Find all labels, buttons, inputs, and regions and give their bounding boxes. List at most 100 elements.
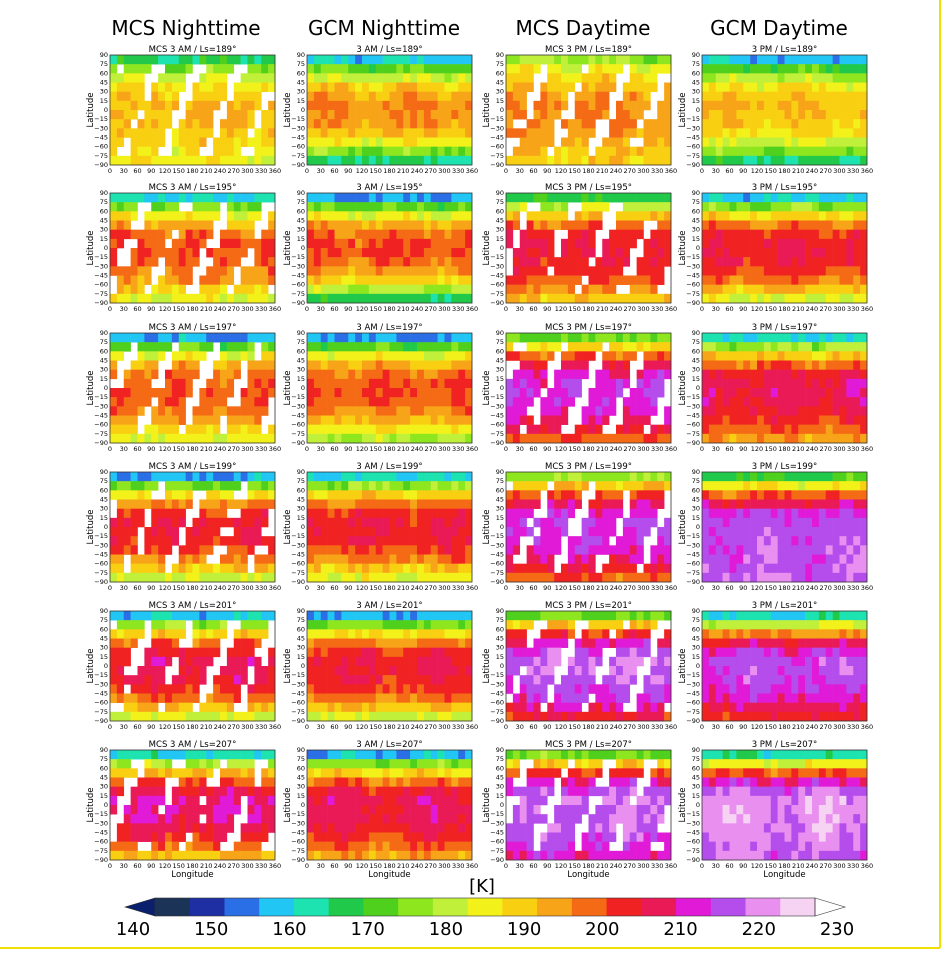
heatmap-cell <box>722 536 730 546</box>
heatmap-cell <box>750 275 758 285</box>
heatmap-cell <box>757 554 765 564</box>
heatmap-cell <box>622 342 631 352</box>
heatmap-cell <box>151 193 159 203</box>
x-tick-label: 330 <box>255 167 267 175</box>
heatmap-cell <box>130 554 138 564</box>
heatmap-cell <box>533 155 541 166</box>
panel-title: MCS 3 AM / Ls=195° <box>149 183 237 193</box>
heatmap-cell <box>192 202 200 212</box>
heatmap-cell <box>519 128 527 138</box>
heatmap-cell <box>643 293 651 304</box>
heatmap-cell <box>417 415 425 425</box>
heatmap-cell <box>708 146 717 157</box>
heatmap-cell <box>519 248 527 258</box>
heatmap-cell <box>588 517 596 528</box>
heatmap-cell <box>643 481 651 491</box>
heatmap-cell <box>327 293 335 304</box>
heatmap-cell <box>375 499 383 509</box>
heatmap-cell <box>171 684 180 694</box>
heatmap-cell <box>825 128 833 138</box>
heatmap-cell <box>137 257 145 267</box>
heatmap-cell <box>722 388 730 398</box>
heatmap-cell <box>206 202 214 212</box>
heatmap-cell <box>763 248 772 258</box>
heatmap-cell <box>629 554 637 564</box>
y-tick-label: 30 <box>692 366 700 374</box>
heatmap-cell <box>192 629 200 639</box>
heatmap-cell <box>458 284 466 295</box>
heatmap-cell <box>616 100 624 111</box>
x-tick-label: 330 <box>651 305 663 313</box>
heatmap-cell <box>763 536 772 546</box>
heatmap-cell <box>581 572 589 583</box>
heatmap-cell <box>348 572 356 583</box>
heatmap-cell <box>144 684 152 694</box>
heatmap-cell <box>650 433 658 444</box>
heatmap-cell <box>247 424 255 435</box>
heatmap-cell <box>423 220 432 230</box>
heatmap-cell <box>247 620 255 630</box>
heatmap-cell <box>465 100 473 111</box>
heatmap-cell <box>220 351 228 361</box>
heatmap-cell <box>375 100 383 111</box>
heatmap-cell <box>268 100 276 111</box>
heatmap-cell <box>636 342 644 352</box>
heatmap-cell <box>368 266 377 276</box>
heatmap-cell <box>158 415 166 425</box>
heatmap-cell <box>178 572 186 583</box>
heatmap-cell <box>389 73 397 83</box>
heatmap-cell <box>708 527 717 537</box>
heatmap-cell <box>213 397 221 407</box>
heatmap-cell <box>130 481 138 491</box>
x-tick-label: 360 <box>665 584 677 592</box>
heatmap-cell <box>512 146 521 157</box>
heatmap-cell <box>825 490 833 500</box>
y-tick-label: 30 <box>100 505 108 513</box>
heatmap-cell <box>355 415 363 425</box>
heatmap-cell <box>151 100 159 111</box>
heatmap-cell <box>729 91 737 102</box>
heatmap-cell <box>451 220 459 230</box>
heatmap-cell <box>588 293 596 304</box>
heatmap-cell <box>348 293 356 304</box>
heatmap-cell <box>410 536 418 546</box>
heatmap-cell <box>622 119 631 129</box>
x-tick-label: 360 <box>861 445 873 453</box>
heatmap-cell <box>777 481 785 491</box>
heatmap-cell <box>554 433 562 444</box>
heatmap-cell <box>185 155 193 166</box>
heatmap-cell <box>636 128 644 138</box>
heatmap-cell <box>458 220 466 230</box>
heatmap-cell <box>629 433 637 444</box>
heatmap-cell <box>220 137 228 147</box>
heatmap-cell <box>743 472 751 482</box>
heatmap-cell <box>519 193 527 203</box>
heatmap-cell <box>375 257 383 267</box>
heatmap-cell <box>784 119 792 129</box>
heatmap-cell <box>574 388 582 398</box>
heatmap-cell <box>151 82 159 92</box>
heatmap-cell <box>643 342 651 352</box>
heatmap-cell <box>581 119 589 129</box>
heatmap-cell <box>770 388 778 398</box>
heatmap-cell <box>185 656 193 667</box>
heatmap-cell <box>268 472 276 482</box>
heatmap-cell <box>860 146 868 157</box>
heatmap-cell <box>664 238 672 249</box>
heatmap-cell <box>722 275 730 285</box>
heatmap-cell <box>750 193 758 203</box>
heatmap-cell <box>199 342 207 352</box>
heatmap-cell <box>137 266 145 276</box>
heatmap-cell <box>320 119 328 129</box>
heatmap-cell <box>226 545 235 555</box>
heatmap-cell <box>526 73 534 83</box>
heatmap-cell <box>123 342 131 352</box>
heatmap-cell <box>240 666 248 676</box>
heatmap-cell <box>268 293 276 304</box>
heatmap-cell <box>226 378 235 389</box>
heatmap-cell <box>165 647 173 658</box>
heatmap-cell <box>581 433 589 444</box>
heatmap-cell <box>512 64 521 74</box>
heatmap-cell <box>526 472 534 482</box>
heatmap-cell <box>199 211 207 221</box>
